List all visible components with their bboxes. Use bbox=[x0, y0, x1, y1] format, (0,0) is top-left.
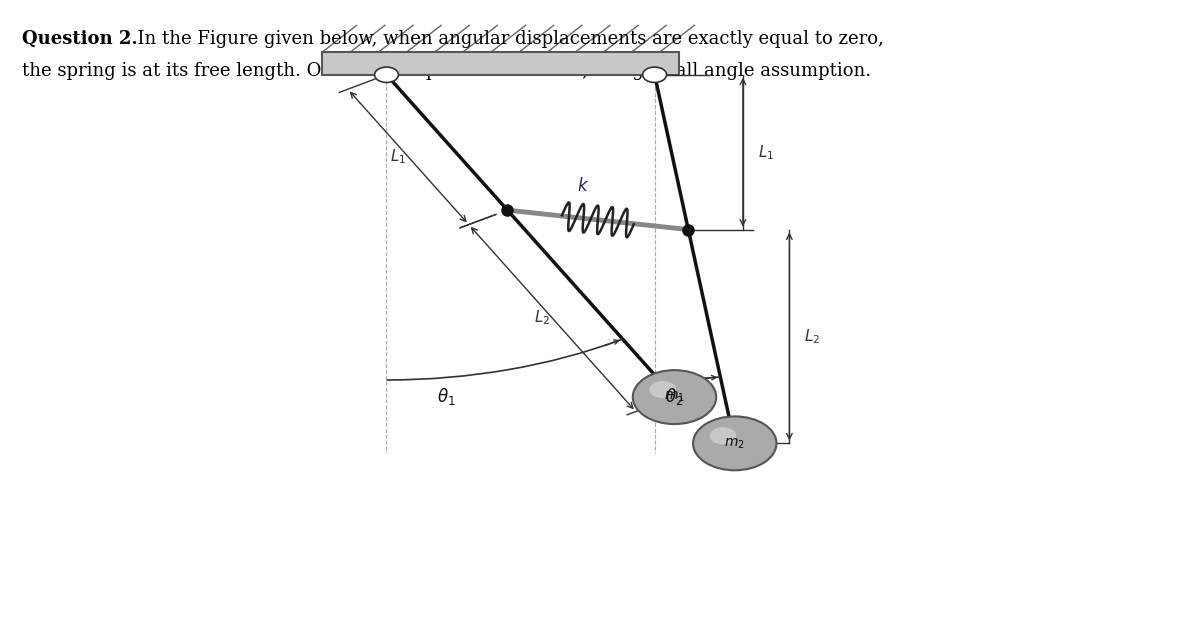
Bar bbox=[322, 53, 679, 75]
Circle shape bbox=[632, 370, 716, 424]
Circle shape bbox=[694, 417, 776, 470]
Text: $\theta_1$: $\theta_1$ bbox=[437, 386, 455, 407]
Text: $L_1$: $L_1$ bbox=[757, 143, 774, 161]
Text: $L_2$: $L_2$ bbox=[534, 309, 551, 328]
Text: In the Figure given below, when angular displacements are exactly equal to zero,: In the Figure given below, when angular … bbox=[126, 30, 884, 48]
Text: $L_2$: $L_2$ bbox=[804, 327, 821, 346]
Text: Question 2.: Question 2. bbox=[22, 30, 138, 48]
Circle shape bbox=[643, 67, 666, 82]
Circle shape bbox=[709, 427, 737, 444]
Text: $m_2$: $m_2$ bbox=[725, 436, 745, 451]
Text: $k$: $k$ bbox=[577, 177, 589, 195]
Text: $m_1$: $m_1$ bbox=[664, 390, 685, 404]
Text: $L_1$: $L_1$ bbox=[390, 148, 407, 166]
Text: $\theta_2$: $\theta_2$ bbox=[665, 386, 684, 407]
Circle shape bbox=[649, 381, 676, 398]
Text: the spring is at its free length. Obtain the equation of motion, using small ang: the spring is at its free length. Obtain… bbox=[22, 62, 871, 80]
Circle shape bbox=[374, 67, 398, 82]
